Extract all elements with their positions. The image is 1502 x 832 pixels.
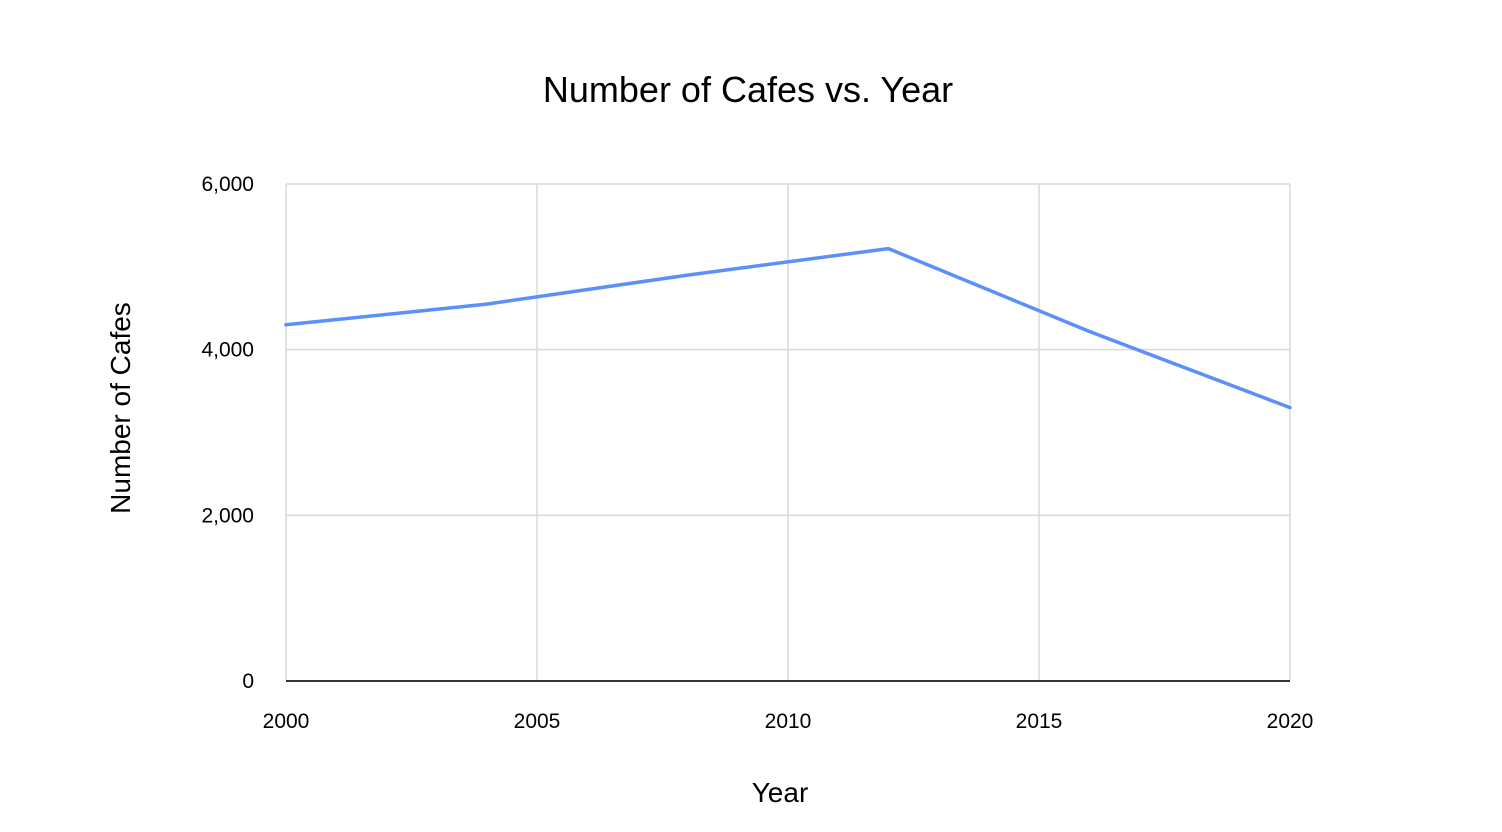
y-tick-label: 0: [242, 670, 254, 693]
x-tick-label: 2010: [765, 710, 812, 733]
chart-title: Number of Cafes vs. Year: [543, 69, 953, 110]
grid-lines: [285, 183, 1291, 681]
x-axis-ticks: 2000 2005 2010 2015 2020: [263, 710, 1314, 733]
y-tick-label: 2,000: [201, 504, 254, 527]
x-tick-label: 2000: [263, 710, 310, 733]
x-tick-label: 2015: [1016, 710, 1063, 733]
x-tick-label: 2005: [514, 710, 561, 733]
series-layer: [284, 246, 1292, 410]
x-axis-title: Year: [752, 777, 809, 808]
series-line: [284, 246, 1292, 410]
y-tick-label: 6,000: [201, 173, 254, 196]
x-tick-label: 2020: [1267, 710, 1314, 733]
y-axis-ticks: 0 2,000 4,000 6,000: [201, 173, 254, 693]
y-tick-label: 4,000: [201, 339, 254, 362]
y-axis-title: Number of Cafes: [105, 302, 136, 514]
